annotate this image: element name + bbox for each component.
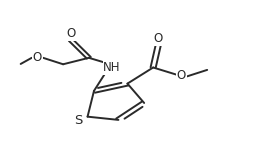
Text: O: O — [177, 69, 186, 82]
Text: O: O — [33, 51, 42, 64]
Text: O: O — [154, 32, 163, 45]
Text: O: O — [66, 27, 75, 40]
Text: S: S — [74, 114, 83, 127]
Text: NH: NH — [103, 61, 121, 74]
